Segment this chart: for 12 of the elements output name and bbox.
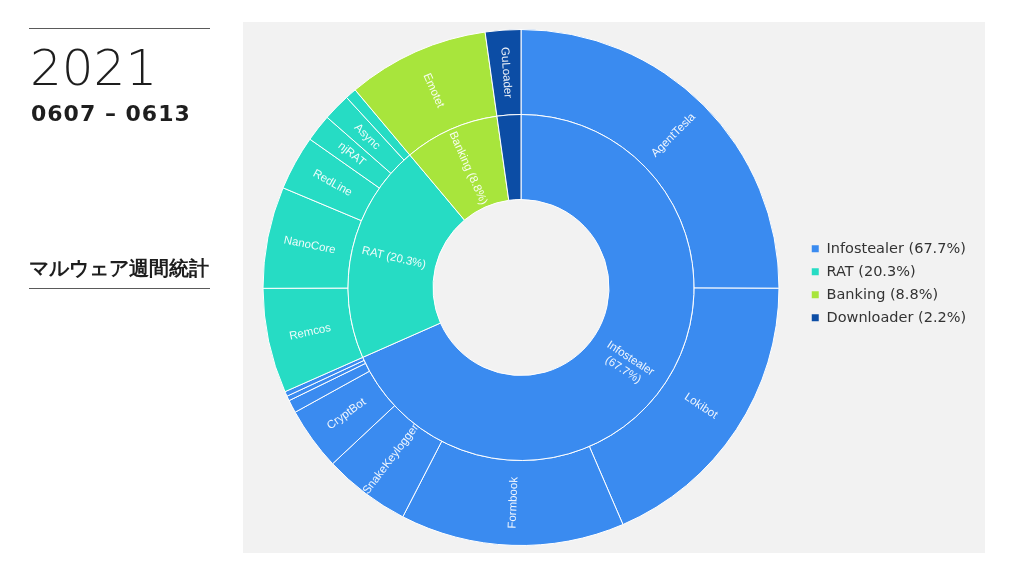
legend-label: Downloader (2.2%) [826, 308, 967, 325]
text: 0607 – 0613 [31, 101, 191, 128]
slice-label: NanoCore [282, 233, 337, 256]
legend-label: RAT (20.3%) [826, 262, 916, 279]
text: マルウェア週間統計 [29, 256, 209, 280]
data-label: RAT (20.3%) [360, 243, 428, 271]
slice-label: GuLoader [499, 46, 515, 99]
legend-label: Banking (8.8%) [826, 285, 939, 302]
slice-label: Remcos [288, 321, 333, 342]
chart-title: 2021 [30, 39, 158, 97]
legend-label: Infostealer (67.7%) [826, 239, 966, 256]
slice-label: Formbook [505, 476, 520, 529]
